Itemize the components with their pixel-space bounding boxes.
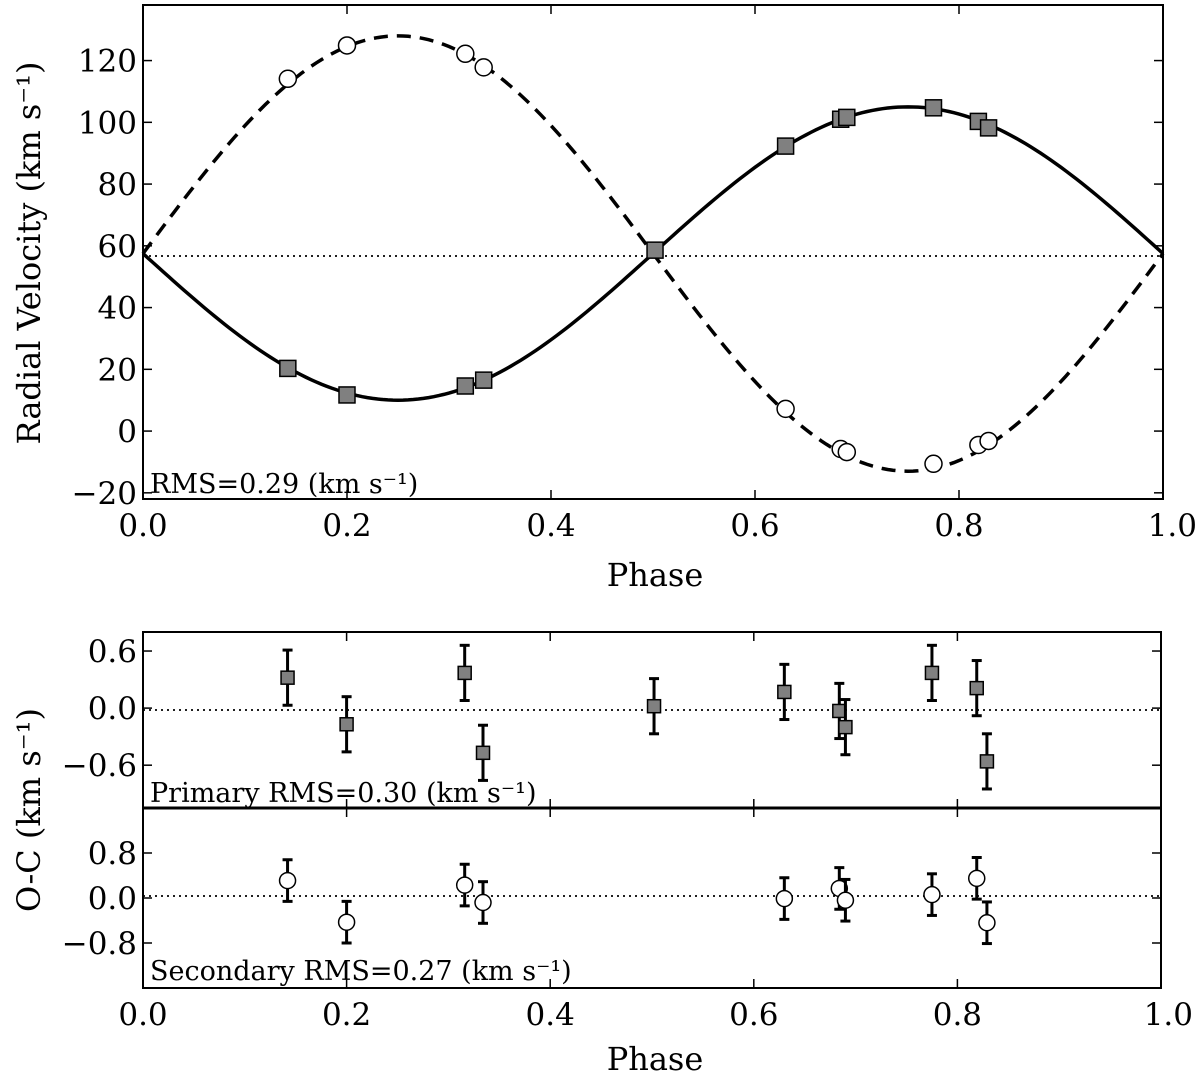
primary-rv-point [338, 386, 356, 404]
secondary-rv-point [337, 36, 357, 55]
primary-residual-point [979, 754, 995, 769]
secondary-rv-point [979, 431, 998, 451]
rv-y-axis-label: Radial Velocity (km s⁻¹) [10, 62, 48, 445]
secondary-rv-point [456, 44, 475, 64]
primary-rv-point [838, 108, 856, 127]
secondary-rv-point [278, 69, 298, 89]
primary-rv-point [776, 137, 795, 155]
secondary-rv-point [776, 399, 795, 419]
primary-oc-y-tick-label: −0.6 [62, 748, 137, 784]
rv-x-tick-label: 0.2 [322, 508, 371, 544]
primary-residual-point [475, 745, 491, 761]
secondary-rv-point [924, 454, 943, 474]
rv-y-tick-label: 40 [98, 291, 137, 327]
rv-x-tick-label: 0.4 [526, 508, 575, 544]
primary-rms-annotation: Primary RMS=0.30 (km s⁻¹) [150, 778, 537, 809]
secondary-residual-point [967, 869, 986, 888]
secondary-residual-point [836, 891, 855, 909]
secondary-rms-annotation: Secondary RMS=0.27 (km s⁻¹) [150, 956, 572, 987]
rv-y-tick-label: 0 [117, 414, 137, 450]
secondary-oc-y-tick-label: 0.0 [88, 881, 137, 917]
secondary-oc-y-tick-label: −0.8 [62, 926, 137, 962]
rv-x-tick-label: 0.6 [730, 508, 779, 544]
secondary-residual-point [923, 885, 941, 904]
primary-residual-point [832, 703, 847, 719]
oc-plot-frame [142, 631, 1162, 989]
primary-rv-point [924, 99, 943, 117]
secondary-rv-point [837, 442, 857, 462]
oc-panel: −0.60.00.6−0.80.00.8 0.0 0.2 0.4 0.6 0.8 1.0 … [10, 631, 1193, 1078]
primary-rv-point [279, 359, 297, 378]
rv-y-tick-label: 100 [78, 105, 137, 141]
rv-y-tick-label: 60 [98, 229, 137, 265]
secondary-residual-point [775, 889, 794, 908]
primary-rv-point [646, 241, 664, 259]
oc-x-ticks: 0.0 0.2 0.4 0.6 0.8 1.0 [118, 632, 1193, 1033]
primary-residual-point [969, 680, 984, 696]
oc-x-tick-label: 0.0 [118, 997, 167, 1033]
rv-y-tick-label: −20 [72, 476, 137, 512]
secondary-residual-point [278, 871, 297, 890]
rv-x-tick-label: 0.8 [934, 508, 983, 544]
primary-residual-point [457, 665, 472, 681]
rv-y-tick-label: 20 [98, 352, 137, 388]
secondary-oc-y-tick-label: 0.8 [88, 836, 137, 872]
primary-residual-point [339, 717, 354, 732]
secondary-residual-point [474, 893, 492, 912]
rv-x-ticks: 0.0 0.2 0.4 0.6 0.8 1.0 [118, 5, 1197, 544]
primary-residual-point [646, 698, 662, 714]
oc-y-ticks: −0.6 0.0 0.6 −0.8 0.0 0.8 [62, 634, 1161, 962]
secondary-residual-point [337, 913, 356, 931]
rv-y-tick-label: 120 [78, 44, 137, 80]
primary-residual-point [777, 684, 792, 700]
secondary-rv-point [474, 58, 493, 77]
primary-oc-y-tick-label: 0.0 [88, 691, 137, 727]
primary-rv-point [474, 371, 493, 389]
rv-x-axis-label: Phase [607, 556, 704, 594]
oc-x-tick-label: 1.0 [1144, 997, 1193, 1033]
oc-x-tick-label: 0.6 [729, 997, 778, 1033]
primary-residual-point [280, 670, 295, 685]
secondary-residual-point [455, 876, 474, 894]
secondary-residual-point [978, 914, 996, 932]
rv-x-tick-label: 1.0 [1148, 508, 1197, 544]
oc-data-points [278, 643, 996, 946]
oc-y-axis-label: O-C (km s⁻¹) [10, 708, 48, 912]
rv-plot-frame [142, 4, 1164, 500]
oc-x-axis-label: Phase [607, 1040, 704, 1078]
rv-x-tick-label: 0.0 [118, 508, 167, 544]
rv-rms-annotation: RMS=0.29 (km s⁻¹) [150, 469, 418, 500]
rv-y-ticks: −20 0 20 40 60 80 100 120 [72, 44, 1163, 512]
oc-x-tick-label: 0.4 [526, 997, 575, 1033]
primary-rv-point [456, 377, 475, 395]
primary-residual-point [838, 719, 853, 735]
primary-rv-point [979, 119, 998, 137]
rv-y-tick-label: 80 [98, 167, 137, 203]
oc-x-tick-label: 0.2 [322, 997, 371, 1033]
oc-x-tick-label: 0.8 [933, 997, 982, 1033]
primary-residual-point [924, 665, 940, 681]
primary-oc-y-tick-label: 0.6 [88, 634, 137, 670]
rv-data-points [278, 36, 998, 474]
rv-panel: −20 0 20 40 60 80 100 120 0.0 0.2 0.4 0.6 0.8 1.0 RM… [10, 4, 1197, 594]
